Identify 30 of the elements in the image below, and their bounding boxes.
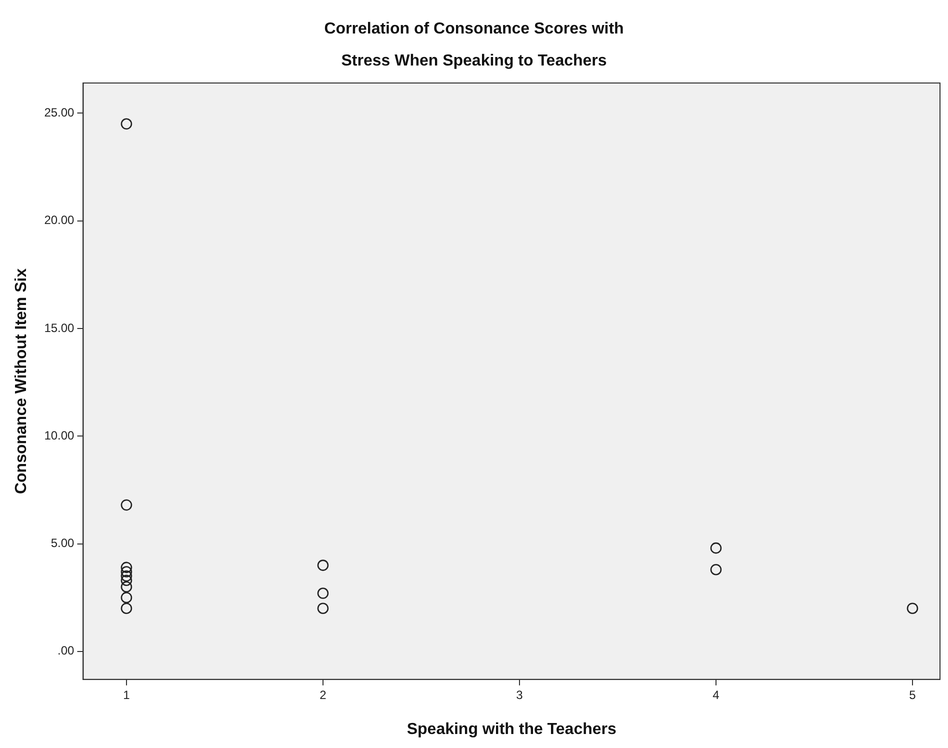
- point: [120, 602, 132, 614]
- point: [317, 560, 329, 571]
- point: [120, 566, 132, 578]
- point: [317, 602, 329, 614]
- point: [317, 588, 329, 599]
- point: [120, 499, 132, 511]
- point: [120, 592, 132, 604]
- y-tick-label: 10.00: [44, 428, 75, 442]
- y-tick-label: 15.00: [44, 320, 75, 335]
- y-tick-label: 20.00: [44, 213, 75, 228]
- x-axis-title: Speaking with the Teachers: [406, 720, 616, 738]
- y-tick-label: .00: [58, 644, 75, 658]
- point: [710, 564, 722, 576]
- x-tick-label: 4: [712, 688, 720, 702]
- y-axis-title: Consonance Without Item Six: [13, 268, 30, 494]
- point: [120, 118, 132, 130]
- x-tick-label: 3: [516, 688, 524, 702]
- point: [120, 574, 132, 586]
- text: Stress When Speaking to Teachers: [341, 52, 607, 70]
- point: [906, 602, 918, 614]
- point: [120, 562, 132, 574]
- point: [120, 581, 132, 592]
- y-tick-label: 5.00: [50, 536, 75, 550]
- x-tick-label: 1: [123, 688, 130, 702]
- x-tick-label: 5: [909, 688, 916, 702]
- text: Correlation of Consonance Scores with: [324, 20, 624, 38]
- point: [710, 542, 722, 554]
- y-tick-label: 25.00: [44, 105, 75, 120]
- point: [120, 570, 132, 582]
- x-tick-label: 2: [320, 688, 327, 702]
